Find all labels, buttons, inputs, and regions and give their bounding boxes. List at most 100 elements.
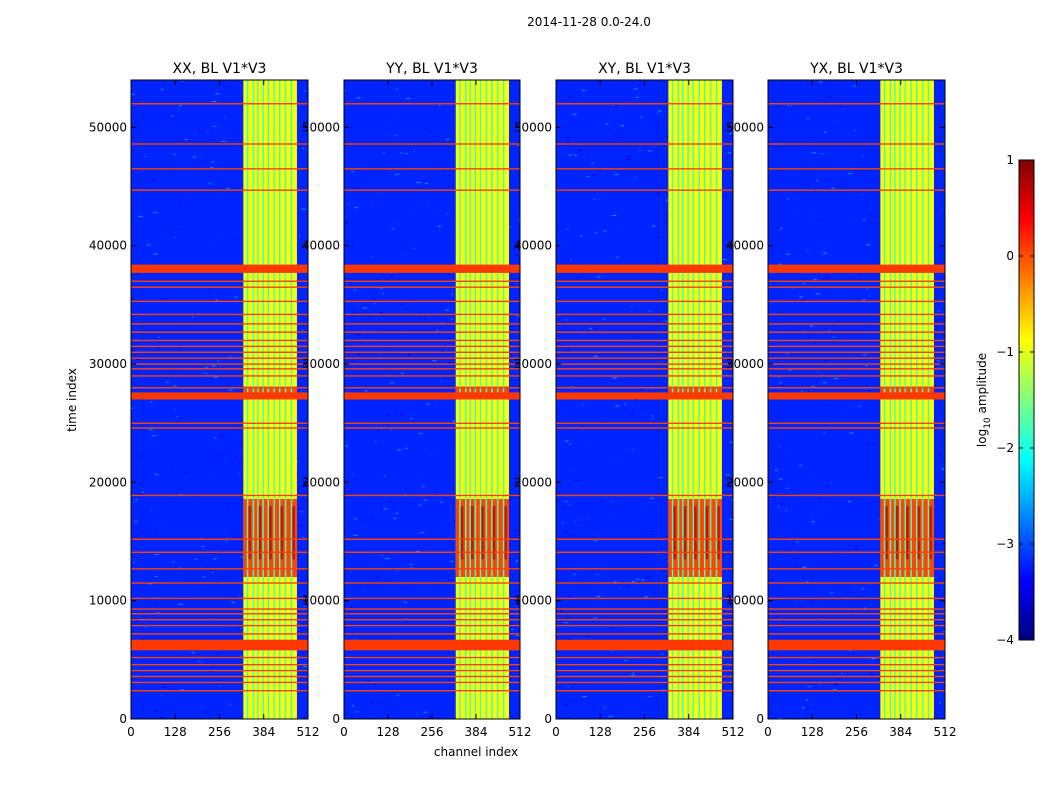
speckle (830, 592, 834, 594)
speckle (162, 687, 167, 689)
y-tick-label: 30000 (89, 357, 127, 371)
flag-row (131, 286, 308, 288)
speckle (872, 443, 875, 445)
speckle (938, 404, 940, 406)
speckle (728, 152, 732, 154)
speckle (850, 448, 854, 450)
speckle (603, 318, 606, 320)
flag-row (131, 656, 308, 659)
speckle (863, 89, 867, 91)
flag-band (131, 639, 308, 651)
speckle (374, 441, 377, 443)
speckle (835, 460, 839, 462)
flag-row (131, 351, 308, 353)
speckle (563, 255, 567, 257)
speckle (351, 171, 354, 173)
flag-row (556, 189, 733, 191)
speckle (300, 511, 303, 513)
speckle (353, 534, 358, 536)
speckle (364, 390, 368, 392)
speckle (302, 148, 305, 150)
y-tick-label: 20000 (514, 475, 552, 489)
speckle (433, 139, 435, 141)
speckle (354, 207, 359, 209)
speckle (225, 179, 228, 181)
speckle (565, 319, 568, 321)
speckle (825, 277, 830, 279)
speckle (786, 352, 789, 354)
x-tick-label: 512 (297, 725, 320, 739)
speckle (355, 711, 358, 713)
speckle (400, 152, 403, 154)
speckle (453, 668, 457, 670)
speckle (609, 627, 614, 629)
speckle (862, 219, 866, 221)
y-tick-label: 30000 (514, 357, 552, 371)
flag-row (768, 619, 945, 621)
flag-row (344, 351, 520, 353)
flag-row (131, 339, 308, 342)
speckle (213, 558, 217, 560)
speckle (422, 485, 425, 487)
speckle (304, 484, 308, 486)
speckle (144, 155, 146, 157)
speckle (143, 577, 146, 579)
x-tick-label: 128 (164, 725, 187, 739)
y-tick-label: 0 (119, 712, 127, 726)
speckle (818, 684, 821, 686)
flag-row (344, 427, 520, 429)
speckle (451, 293, 454, 295)
speckle (614, 174, 619, 176)
speckle (807, 184, 809, 186)
speckle (774, 469, 778, 471)
flag-row (556, 582, 733, 584)
speckle (806, 250, 809, 252)
speckle (415, 550, 420, 552)
speckle (723, 170, 725, 172)
speckle (174, 410, 177, 412)
speckle (191, 652, 195, 654)
panel-1: XX, BL V1*V3 0 128 256 384 512 0 10000 20000 3000… (89, 61, 320, 739)
speckle (141, 554, 144, 556)
flag-row (131, 345, 308, 348)
speckle (374, 303, 376, 305)
speckle (834, 378, 839, 380)
speckle (661, 455, 664, 457)
speckle (412, 247, 416, 249)
flag-row (344, 538, 520, 540)
speckle (207, 290, 212, 292)
speckle (564, 704, 569, 706)
speckle (729, 133, 733, 135)
speckle (837, 678, 840, 680)
speckle (344, 90, 347, 92)
flag-row (768, 551, 945, 553)
speckle (811, 521, 815, 523)
speckle (567, 137, 569, 139)
flag-row (768, 613, 945, 615)
speckle (815, 513, 819, 515)
speckle (508, 226, 511, 228)
y-tick-label: 50000 (89, 120, 127, 134)
speckle (608, 715, 613, 717)
speckle (450, 560, 454, 562)
speckle (381, 513, 383, 515)
speckle (564, 622, 568, 624)
flag-row (344, 633, 520, 635)
speckle (192, 316, 194, 318)
speckle (650, 497, 655, 499)
speckle (446, 579, 450, 581)
speckle (729, 518, 733, 520)
strong-rfi-region (455, 386, 509, 396)
speckle (656, 237, 661, 239)
speckle (440, 501, 443, 503)
speckle (799, 296, 803, 298)
flag-row (768, 339, 945, 342)
speckle (376, 355, 379, 357)
x-tick-label: 384 (889, 725, 912, 739)
panel-title: YY, BL V1*V3 (385, 61, 478, 77)
speckle (395, 115, 399, 117)
speckle (348, 203, 350, 205)
flag-row (131, 368, 308, 370)
rfi-hotspot (470, 506, 474, 560)
